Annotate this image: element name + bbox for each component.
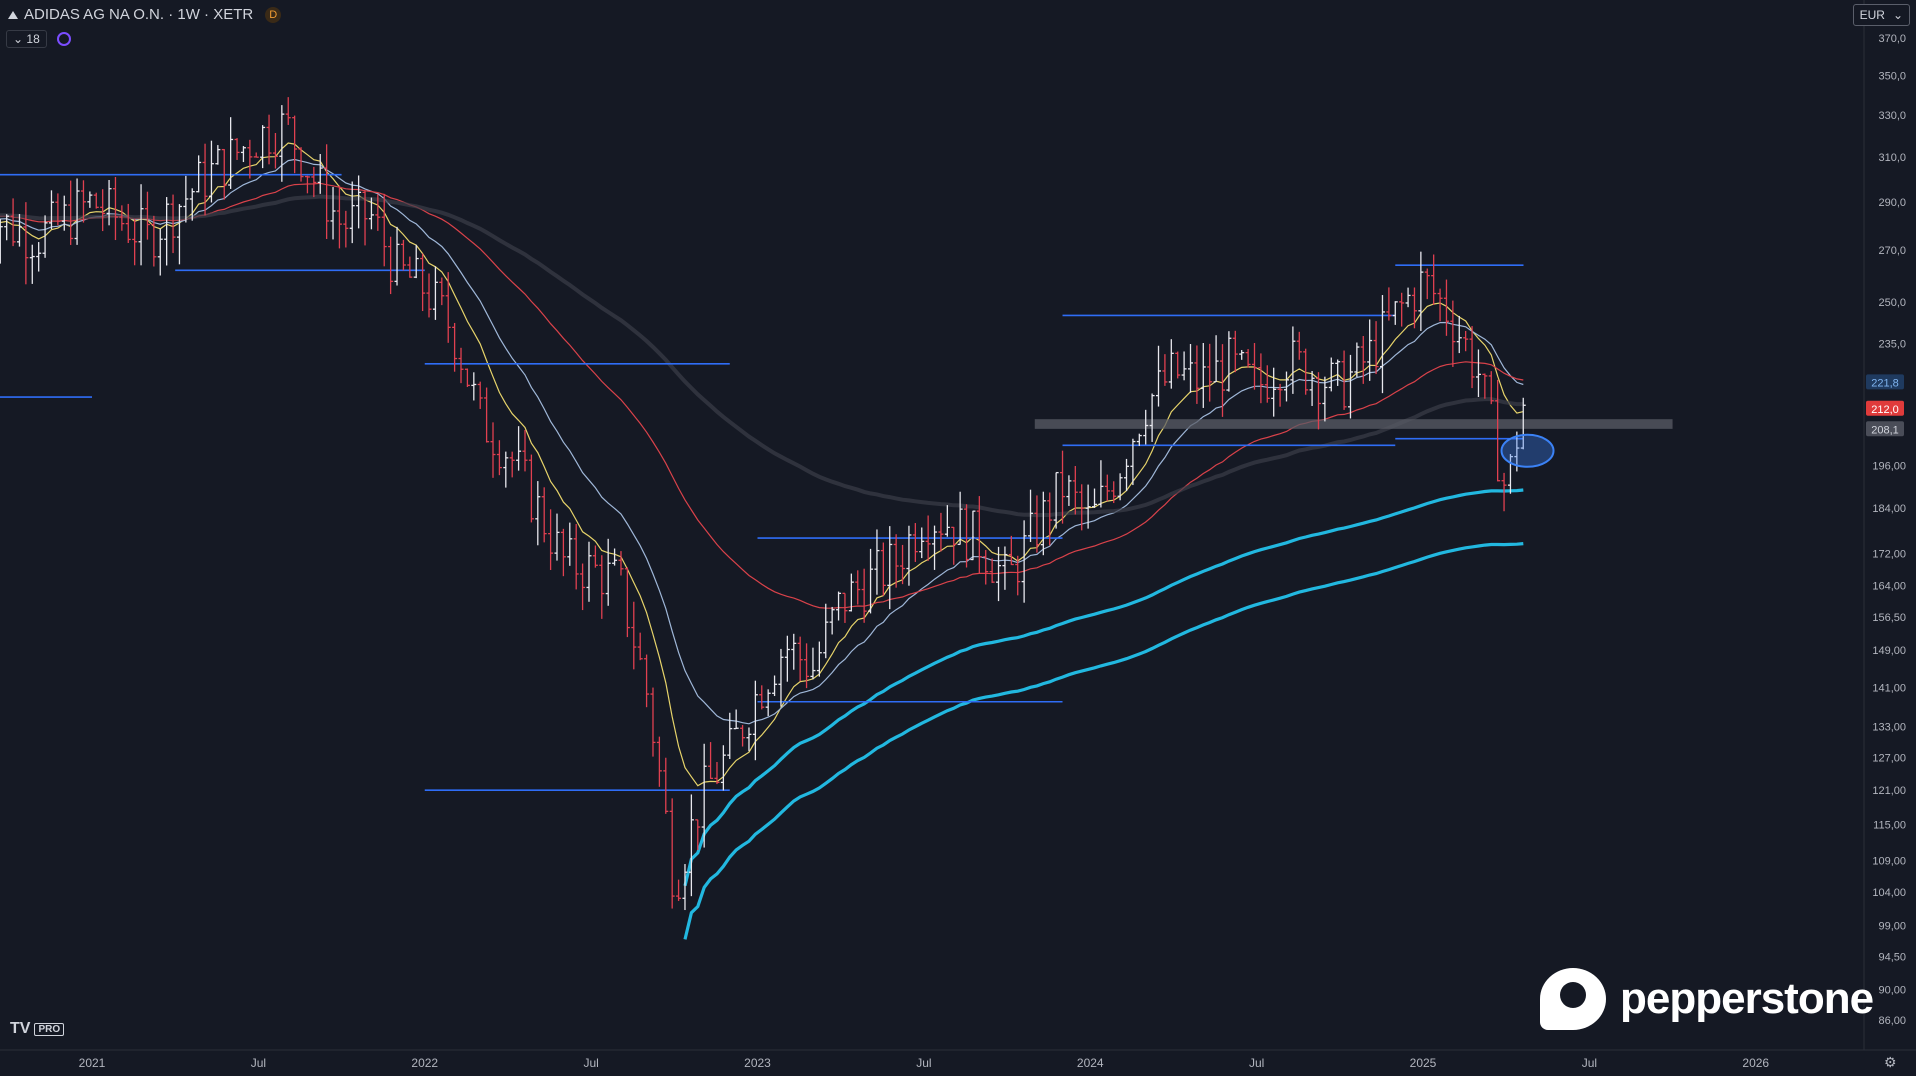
- y-tick-label: 104,00: [1872, 887, 1906, 899]
- y-tick-label: 127,00: [1872, 753, 1906, 765]
- currency-label: EUR: [1859, 8, 1885, 22]
- y-tick-label: 99,00: [1878, 920, 1906, 932]
- moving-average-line: [0, 194, 1524, 518]
- tv-logo-text: TV: [10, 1020, 31, 1037]
- y-tick-label: 164,00: [1872, 581, 1906, 593]
- pepperstone-wordmark: pepperstone: [1620, 974, 1874, 1023]
- y-tick-label: 115,00: [1873, 819, 1906, 831]
- pepperstone-mark-icon: [1540, 968, 1606, 1030]
- symbol-title[interactable]: ADIDAS AG NA O.N. · 1W · XETR: [24, 6, 254, 23]
- y-tick-label: 330,0: [1878, 110, 1906, 122]
- moving-average-line: [0, 182, 1524, 609]
- x-tick-label: 2023: [744, 1056, 771, 1070]
- y-tick-label: 156,50: [1872, 612, 1906, 624]
- y-tick-label: 184,00: [1872, 503, 1906, 515]
- support-zone: [1034, 419, 1673, 429]
- price-label: 221,8: [1871, 377, 1899, 389]
- x-tick-label: 2025: [1410, 1056, 1437, 1070]
- chevron-down-icon: ⌄: [1892, 8, 1903, 22]
- y-tick-label: 90,00: [1878, 984, 1906, 996]
- indicator-count: 18: [26, 32, 40, 46]
- y-tick-label: 370,0: [1878, 33, 1906, 45]
- y-tick-label: 290,0: [1878, 197, 1906, 209]
- y-tick-label: 350,0: [1878, 70, 1906, 82]
- gear-icon[interactable]: ⚙: [1884, 1054, 1897, 1070]
- x-tick-label: Jul: [1582, 1056, 1597, 1070]
- x-tick-label: 2021: [79, 1056, 106, 1070]
- tradingview-logo[interactable]: TV PRO: [10, 1020, 65, 1038]
- y-tick-label: 270,0: [1878, 245, 1906, 257]
- price-label-bg: [1866, 421, 1904, 437]
- data-badge: D: [265, 6, 282, 23]
- indicators-toggle-button[interactable]: ⌄ 18: [6, 30, 47, 48]
- tv-pro-badge: PRO: [34, 1022, 65, 1036]
- y-tick-label: 133,00: [1872, 722, 1906, 734]
- x-tick-label: Jul: [583, 1056, 598, 1070]
- y-tick-label: 172,00: [1872, 549, 1906, 561]
- loading-ring-icon: [56, 32, 71, 46]
- y-tick-label: 94,50: [1878, 952, 1906, 964]
- y-tick-label: 235,0: [1878, 338, 1906, 350]
- highlight-ellipse: [1500, 433, 1555, 468]
- currency-selector[interactable]: EUR ⌄: [1852, 4, 1910, 26]
- indicator-bar: ⌄ 18: [6, 30, 71, 48]
- y-tick-label: 149,00: [1872, 645, 1906, 657]
- x-tick-label: Jul: [251, 1056, 266, 1070]
- x-tick-label: Jul: [1249, 1056, 1264, 1070]
- y-tick-label: 109,00: [1872, 856, 1906, 868]
- y-tick-label: 310,0: [1878, 152, 1906, 164]
- collapse-triangle-icon[interactable]: [8, 10, 18, 19]
- x-tick-label: Jul: [916, 1056, 931, 1070]
- x-tick-label: 2024: [1077, 1056, 1104, 1070]
- moving-average-line: [0, 142, 1524, 787]
- moving-average-line: [683, 488, 1524, 887]
- pepperstone-logo: pepperstone: [1540, 968, 1874, 1030]
- price-label: 212,0: [1871, 404, 1899, 416]
- y-tick-label: 250,0: [1878, 297, 1906, 309]
- moving-average-line: [0, 158, 1524, 725]
- price-label-bg: [1866, 400, 1904, 416]
- y-tick-label: 196,00: [1872, 461, 1906, 473]
- x-tick-label: 2022: [411, 1056, 438, 1070]
- price-label: 208,1: [1871, 424, 1899, 436]
- chart-header: ADIDAS AG NA O.N. · 1W · XETR D: [8, 6, 282, 23]
- x-tick-label: 2026: [1742, 1056, 1769, 1070]
- y-tick-label: 86,00: [1878, 1015, 1906, 1027]
- y-tick-label: 121,00: [1872, 785, 1906, 797]
- price-label-bg: [1866, 374, 1904, 390]
- moving-average-line: [683, 542, 1524, 940]
- y-tick-label: 141,00: [1872, 682, 1906, 694]
